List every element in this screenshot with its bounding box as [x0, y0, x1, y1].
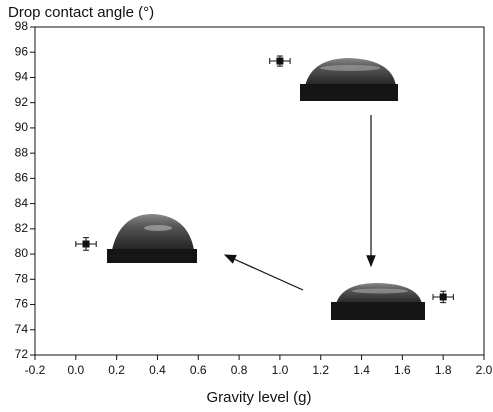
- x-tick-label: 0.6: [190, 363, 207, 377]
- plot-frame: [34, 26, 485, 356]
- x-tick-label: 1.2: [312, 363, 329, 377]
- droplet-image: [107, 214, 197, 263]
- y-tick-label: 84: [15, 196, 29, 210]
- x-tick-label: 1.8: [435, 363, 452, 377]
- y-tick-label: 80: [15, 246, 29, 260]
- x-tick-label: 2.0: [476, 363, 493, 377]
- y-tick-label: 72: [15, 347, 29, 361]
- x-tick-label: 0.2: [108, 363, 125, 377]
- x-tick-label: 1.0: [272, 363, 289, 377]
- y-tick-label: 86: [15, 171, 29, 185]
- droplet-image: [300, 58, 398, 101]
- y-tick-label: 96: [15, 44, 29, 58]
- x-tick-label: 1.4: [353, 363, 370, 377]
- y-tick-label: 90: [15, 120, 29, 134]
- x-tick-label: 0.0: [67, 363, 84, 377]
- arrow: [223, 254, 304, 291]
- droplet-image: [331, 283, 425, 320]
- y-tick-label: 88: [15, 145, 29, 159]
- x-tick-label: 0.4: [149, 363, 166, 377]
- x-tick-label: 0.8: [231, 363, 248, 377]
- y-axis-label: Drop contact angle (°): [8, 4, 154, 21]
- point: [276, 57, 284, 65]
- x-tick-label: 1.6: [394, 363, 411, 377]
- y-tick-label: 82: [15, 221, 29, 235]
- y-tick-label: 78: [15, 271, 29, 285]
- x-axis-label: Gravity level (g): [206, 389, 311, 406]
- y-tick-label: 98: [15, 19, 29, 33]
- y-tick-label: 92: [15, 95, 29, 109]
- point: [82, 240, 90, 248]
- y-tick-label: 74: [15, 322, 29, 336]
- point: [439, 293, 447, 301]
- y-tick-label: 94: [15, 70, 29, 84]
- y-tick-label: 76: [15, 297, 29, 311]
- x-tick-label: -0.2: [25, 363, 46, 377]
